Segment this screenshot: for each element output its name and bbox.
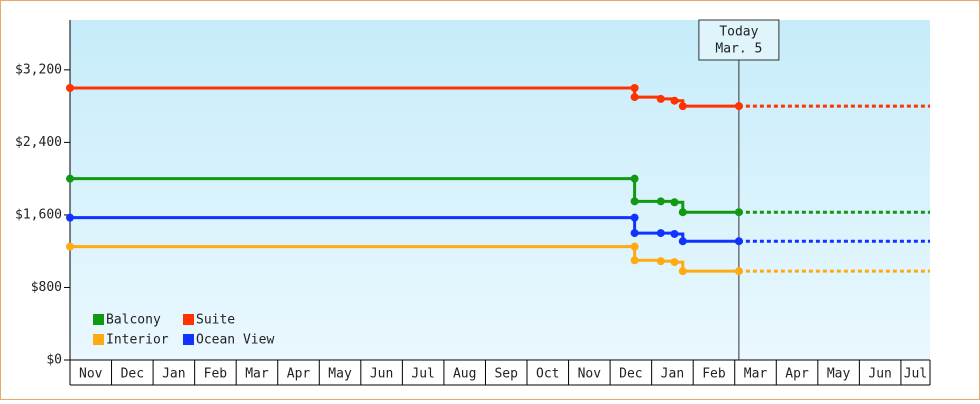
point [630, 213, 639, 222]
point [630, 174, 639, 183]
x-tick-label: Sep [494, 367, 518, 382]
point [734, 237, 743, 246]
x-tick-label: Dec [619, 367, 642, 382]
x-tick-label: Mar [245, 367, 269, 382]
point [630, 242, 639, 251]
point [66, 84, 74, 92]
x-tick-label: Feb [204, 367, 228, 382]
x-tick-label: Apr [287, 367, 311, 382]
today-label: Today [719, 25, 758, 40]
y-tick-label: $800 [31, 280, 62, 295]
point [670, 258, 679, 267]
x-tick-label: Aug [453, 367, 476, 382]
point [630, 197, 639, 206]
plot-area [70, 20, 930, 360]
point [630, 256, 639, 265]
point [670, 198, 679, 207]
x-tick-label: Jun [868, 367, 891, 382]
today-box [698, 19, 780, 61]
x-tick-label: May [328, 367, 352, 382]
series-line [70, 245, 739, 273]
x-tick-label: Nov [79, 367, 103, 382]
x-tick-label: Apr [785, 367, 809, 382]
point [678, 102, 687, 111]
point [670, 229, 679, 238]
point [656, 257, 665, 266]
x-tick-label: Feb [702, 367, 726, 382]
point [734, 102, 743, 111]
point [670, 96, 679, 105]
x-tick-label: Jun [370, 367, 393, 382]
legend-label: Balcony [106, 313, 161, 328]
point [734, 208, 743, 217]
point [66, 242, 74, 251]
legend-swatch [93, 334, 104, 345]
legend-label: Suite [196, 313, 235, 328]
legend-label: Ocean View [196, 333, 274, 348]
legend-swatch [93, 314, 104, 325]
legend-swatch [183, 334, 194, 345]
point [66, 213, 74, 222]
point [630, 84, 639, 92]
x-tick-label: May [827, 367, 851, 382]
point [66, 174, 74, 183]
x-tick-label: Jul [411, 367, 434, 382]
point [678, 208, 687, 217]
x-tick-label: Oct [536, 367, 559, 382]
point [656, 229, 665, 238]
point [656, 197, 665, 206]
point [734, 267, 743, 276]
x-tick-label: Jan [661, 367, 684, 382]
point [630, 229, 639, 238]
point [656, 94, 665, 103]
x-tick-label: Dec [121, 367, 144, 382]
y-tick-label: $0 [46, 353, 62, 368]
today-label: Mar. 5 [715, 42, 762, 57]
x-tick-label: Jan [162, 367, 185, 382]
legend-swatch [183, 314, 194, 325]
point [630, 93, 639, 102]
x-tick-label: Nov [578, 367, 602, 382]
y-tick-label: $3,200 [15, 62, 62, 77]
y-tick-label: $2,400 [15, 135, 62, 150]
point [678, 237, 687, 246]
x-tick-label: Jul [904, 367, 927, 382]
x-tick-label: Mar [744, 367, 768, 382]
legend-label: Interior [106, 333, 169, 348]
point [678, 267, 687, 276]
y-tick-label: $1,600 [15, 207, 62, 222]
